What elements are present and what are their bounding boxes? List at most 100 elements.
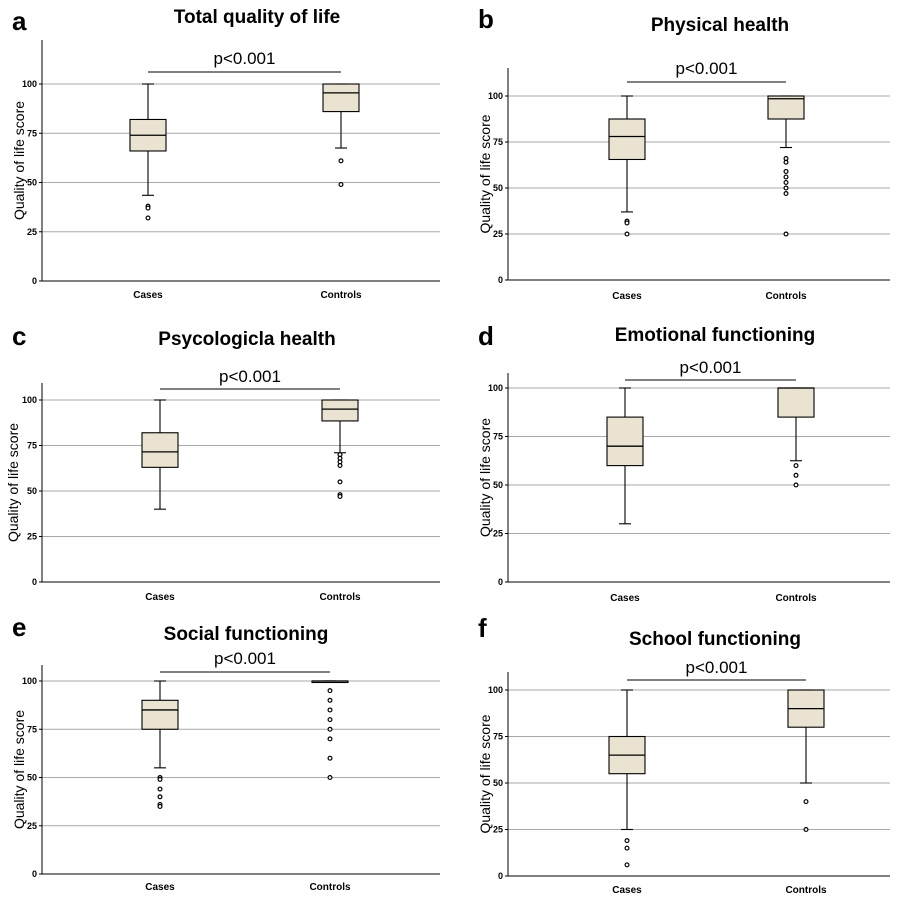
outlier-point <box>327 774 333 780</box>
x-category-label: Controls <box>320 290 362 301</box>
x-category-label: Controls <box>309 882 351 893</box>
outlier-point <box>157 786 163 792</box>
y-axis-title: Quality of life score <box>477 714 493 833</box>
y-tick-label: 0 <box>498 577 503 587</box>
panel-b: b Physical health 0 25 50 75 100 Quality of lif… <box>477 4 890 302</box>
panel-letter: d <box>478 321 494 351</box>
panel-title: Physical health <box>651 15 789 36</box>
y-tick-label: 75 <box>493 732 503 742</box>
outlier-point <box>793 472 799 478</box>
panel-f: f School functioning 0 25 50 75 100 Quality of … <box>477 613 890 896</box>
iqr-box <box>321 399 359 422</box>
y-tick-label: 0 <box>498 275 503 285</box>
p-value-label: p<0.001 <box>686 658 748 677</box>
outlier-point <box>783 159 789 165</box>
outlier-point <box>803 799 809 805</box>
outlier-point <box>327 707 333 713</box>
y-tick-label: 0 <box>498 871 503 881</box>
panel-letter: a <box>12 6 27 36</box>
outlier-point <box>783 174 789 180</box>
y-tick-label: 50 <box>27 773 37 783</box>
outlier-point <box>157 794 163 800</box>
panel-title: Total quality of life <box>174 7 340 28</box>
outlier-point <box>793 482 799 488</box>
y-axis-title: Quality of life score <box>11 101 27 220</box>
outlier-point <box>783 191 789 197</box>
x-category-label: Cases <box>133 290 163 301</box>
outlier-point <box>337 479 343 485</box>
iqr-box <box>141 432 179 468</box>
y-tick-label: 50 <box>493 480 503 490</box>
panel-a: a Total quality of life 0 25 50 75 100 Quality … <box>11 6 440 301</box>
outlier-point <box>157 776 163 782</box>
outlier-point <box>327 697 333 703</box>
y-tick-label: 25 <box>27 532 37 542</box>
y-tick-label: 100 <box>488 685 503 695</box>
panel-letter: f <box>478 613 487 643</box>
x-category-label: Controls <box>775 593 817 604</box>
outlier-point <box>803 826 809 832</box>
outlier-point <box>624 220 630 226</box>
y-tick-label: 100 <box>488 383 503 393</box>
panel-title: Social functioning <box>164 624 329 645</box>
y-tick-label: 25 <box>493 529 503 539</box>
outlier-point <box>624 838 630 844</box>
outlier-point <box>327 736 333 742</box>
y-tick-label: 0 <box>32 869 37 879</box>
y-tick-label: 50 <box>27 178 37 188</box>
outlier-point <box>145 215 151 221</box>
outlier-point <box>157 803 163 809</box>
outlier-point <box>783 179 789 185</box>
y-axis-title: Quality of life score <box>11 710 27 829</box>
y-tick-label: 25 <box>27 821 37 831</box>
box-controls: Controls <box>319 399 361 603</box>
iqr-box <box>141 699 179 730</box>
x-category-label: Controls <box>785 885 827 896</box>
panel-title: School functioning <box>629 629 801 650</box>
panel-e: e Social functioning 0 25 50 75 100 Quality of … <box>11 612 440 893</box>
outlier-point <box>145 205 151 211</box>
box-controls: Controls <box>775 387 817 604</box>
y-tick-label: 50 <box>493 183 503 193</box>
iqr-box <box>777 387 815 418</box>
panel-letter: c <box>12 321 26 351</box>
panel-title: Emotional functioning <box>615 325 816 346</box>
outlier-point <box>327 726 333 732</box>
outlier-point <box>338 181 344 187</box>
y-tick-label: 75 <box>27 128 37 138</box>
outlier-point <box>327 755 333 761</box>
y-tick-label: 75 <box>27 441 37 451</box>
x-category-label: Cases <box>145 882 175 893</box>
box-cases: Cases <box>141 399 179 603</box>
outlier-point <box>624 845 630 851</box>
y-axis-title: Quality of life score <box>477 418 493 537</box>
y-tick-label: 0 <box>32 276 37 286</box>
x-category-label: Cases <box>612 291 642 302</box>
outlier-point <box>793 463 799 469</box>
y-axis-title: Quality of life score <box>477 114 493 233</box>
iqr-box <box>322 83 360 113</box>
panel-title: Psycologicla health <box>158 329 335 350</box>
outlier-point <box>338 158 344 164</box>
x-category-label: Cases <box>145 592 175 603</box>
outlier-point <box>783 168 789 174</box>
p-value-label: p<0.001 <box>219 367 281 386</box>
p-value-label: p<0.001 <box>676 59 738 78</box>
y-tick-label: 50 <box>493 778 503 788</box>
y-axis-title: Quality of life score <box>5 423 21 542</box>
outlier-point <box>624 231 630 237</box>
p-value-label: p<0.001 <box>680 358 742 377</box>
y-tick-label: 25 <box>493 825 503 835</box>
x-category-label: Controls <box>319 592 361 603</box>
box-cases: Cases <box>141 680 179 893</box>
y-tick-label: 25 <box>27 227 37 237</box>
x-category-label: Cases <box>612 885 642 896</box>
y-tick-label: 75 <box>27 724 37 734</box>
box-controls: Controls <box>320 83 362 301</box>
y-tick-label: 75 <box>493 137 503 147</box>
y-tick-label: 100 <box>22 395 37 405</box>
y-tick-label: 100 <box>488 91 503 101</box>
x-category-label: Cases <box>610 593 640 604</box>
outlier-point <box>337 493 343 499</box>
